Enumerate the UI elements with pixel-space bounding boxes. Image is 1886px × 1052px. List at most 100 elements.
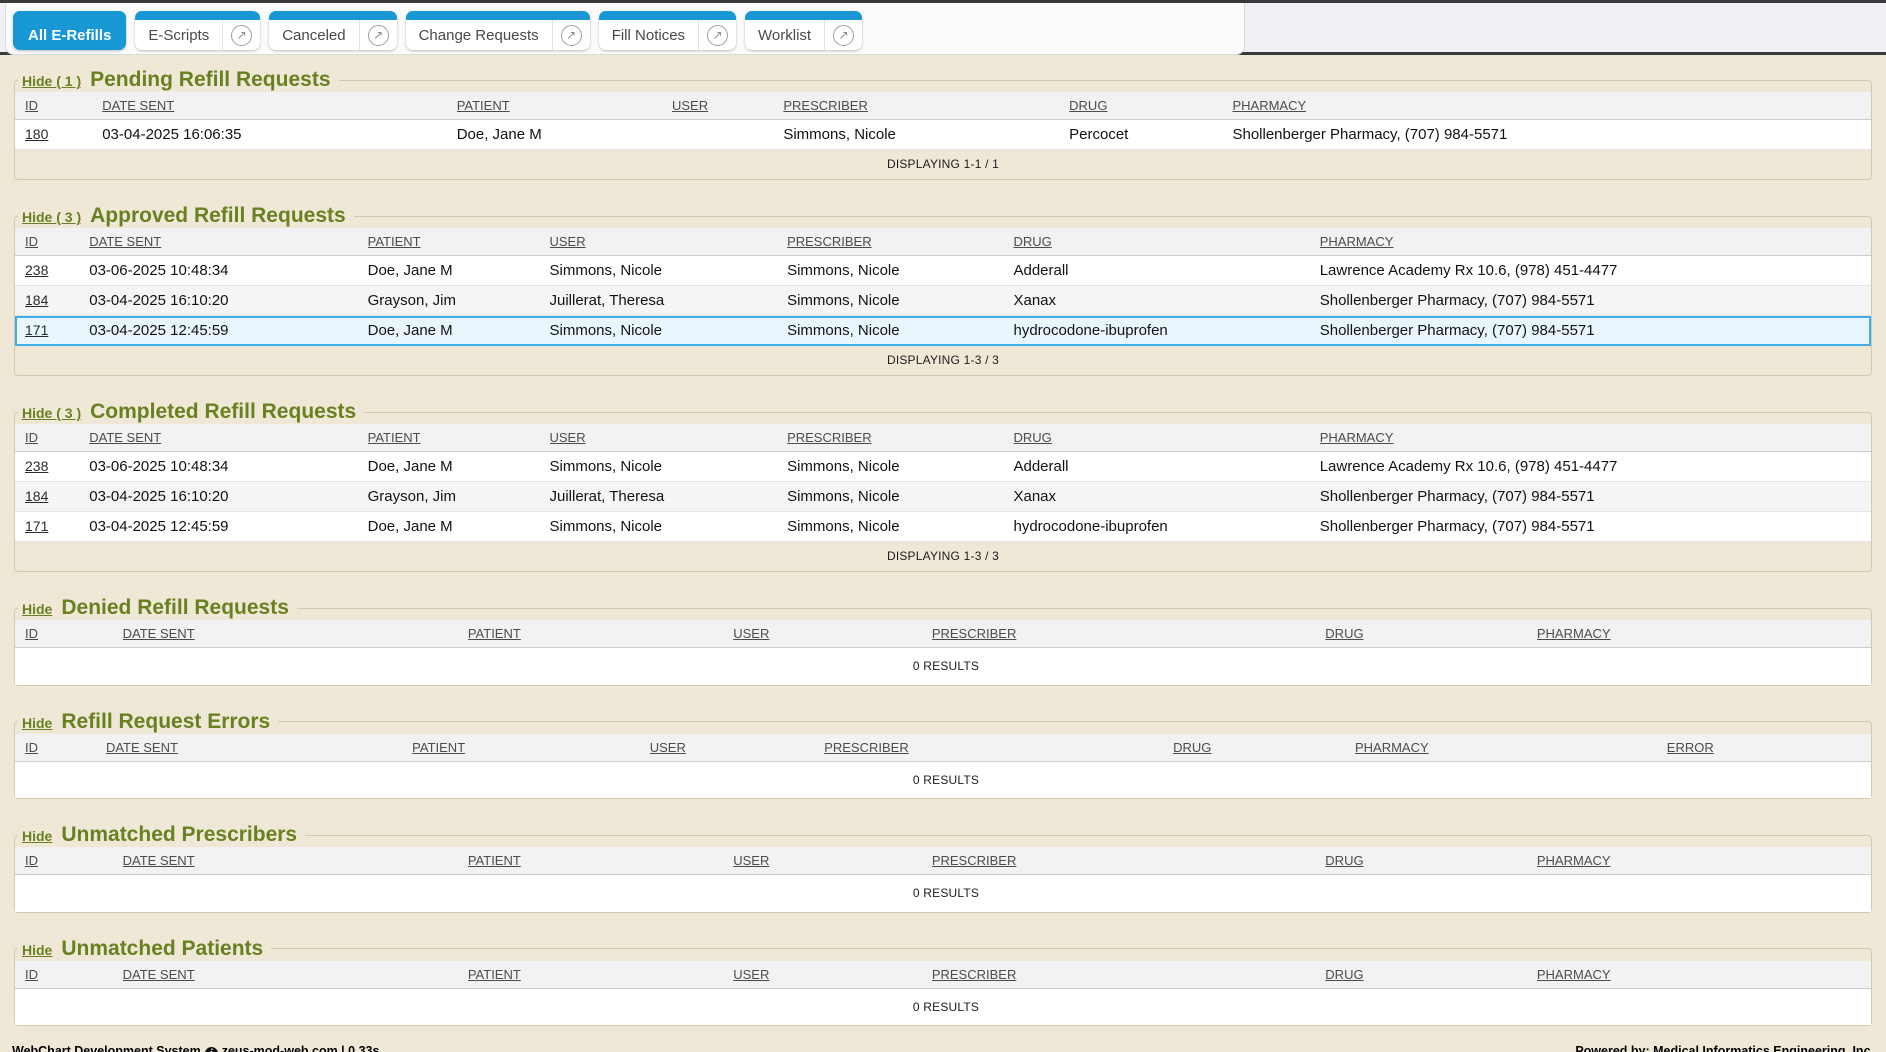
cell: Grayson, Jim bbox=[367, 285, 550, 316]
column-header-user[interactable]: USER bbox=[733, 960, 932, 989]
column-header-id[interactable]: ID bbox=[15, 847, 123, 875]
column-header-date-sent[interactable]: DATE SENT bbox=[89, 228, 368, 256]
column-header-drug[interactable]: DRUG bbox=[1325, 847, 1537, 875]
tab-worklist[interactable]: Worklist ↗ bbox=[745, 11, 863, 50]
cell: Shollenberger Pharmacy, (707) 984-5571 bbox=[1319, 481, 1871, 512]
id-cell: 180 bbox=[15, 119, 103, 150]
column-header-pharmacy[interactable]: PHARMACY bbox=[1354, 733, 1667, 762]
column-header-date-sent[interactable]: DATE SENT bbox=[102, 92, 457, 120]
row-id-link[interactable]: 238 bbox=[25, 262, 49, 278]
cell: Simmons, Nicole bbox=[787, 285, 1014, 316]
column-header-user[interactable]: USER bbox=[549, 228, 788, 256]
column-header-patient[interactable]: PATIENT bbox=[456, 92, 672, 120]
column-header-prescriber[interactable]: PRESCRIBER bbox=[931, 960, 1326, 989]
column-header-id[interactable]: ID bbox=[15, 92, 103, 120]
section-title: Unmatched Prescribers bbox=[61, 823, 298, 846]
hide-link[interactable]: Hide bbox=[22, 601, 53, 617]
table-row[interactable]: 238 03-06-2025 10:48:34 Doe, Jane M Simmons… bbox=[15, 255, 1871, 286]
column-header-user[interactable]: USER bbox=[733, 620, 932, 648]
section-legend: Hide ( 1 ) Pending Refill Requests bbox=[18, 68, 339, 92]
column-header-user[interactable]: USER bbox=[671, 92, 784, 120]
column-header-user[interactable]: USER bbox=[649, 733, 825, 762]
column-header-date-sent[interactable]: DATE SENT bbox=[122, 847, 468, 875]
column-header-user[interactable]: USER bbox=[549, 424, 788, 452]
column-header-patient[interactable]: PATIENT bbox=[367, 228, 550, 256]
section-unmatched-patients: Hide Unmatched Patients ID DATE SENT PATIENT… bbox=[14, 936, 1872, 1026]
section-legend: Hide Unmatched Prescribers bbox=[18, 823, 305, 847]
refill-request-errors-table: ID DATE SENT PATIENT USER PRESCRIBER DRUG PHAR… bbox=[15, 733, 1871, 798]
row-id-link[interactable]: 184 bbox=[25, 292, 49, 308]
external-link-icon[interactable]: ↗ bbox=[707, 24, 729, 46]
cell: Xanax bbox=[1013, 481, 1320, 512]
column-header-patient[interactable]: PATIENT bbox=[467, 620, 734, 648]
column-header-drug[interactable]: DRUG bbox=[1013, 424, 1320, 452]
tab-fill-notices[interactable]: Fill Notices ↗ bbox=[598, 11, 737, 50]
tab-bar: All E-Refills E-Scripts ↗ Canceled ↗ Change R… bbox=[0, 3, 1886, 55]
row-id-link[interactable]: 184 bbox=[25, 488, 49, 504]
column-header-patient[interactable]: PATIENT bbox=[412, 733, 650, 762]
tab-canceled[interactable]: Canceled ↗ bbox=[269, 11, 397, 50]
column-header-prescriber[interactable]: PRESCRIBER bbox=[787, 228, 1014, 256]
id-cell: 171 bbox=[15, 315, 90, 346]
hide-link[interactable]: Hide bbox=[22, 828, 53, 844]
column-header-id[interactable]: ID bbox=[15, 733, 106, 762]
row-id-link[interactable]: 238 bbox=[25, 458, 49, 474]
row-id-link[interactable]: 171 bbox=[25, 322, 49, 338]
table-row[interactable]: 171 03-04-2025 12:45:59 Doe, Jane M Simmons… bbox=[15, 315, 1871, 346]
column-header-pharmacy[interactable]: PHARMACY bbox=[1232, 92, 1871, 120]
table-row[interactable]: 171 03-04-2025 12:45:59 Doe, Jane M Simmons… bbox=[15, 511, 1871, 542]
table-row[interactable]: 180 03-04-2025 16:06:35 Doe, Jane M Simmons… bbox=[15, 119, 1871, 150]
column-header-prescriber[interactable]: PRESCRIBER bbox=[783, 92, 1070, 120]
column-header-pharmacy[interactable]: PHARMACY bbox=[1319, 424, 1871, 452]
cell: 03-04-2025 16:06:35 bbox=[102, 119, 457, 150]
column-header-drug[interactable]: DRUG bbox=[1013, 228, 1320, 256]
column-header-pharmacy[interactable]: PHARMACY bbox=[1319, 228, 1871, 256]
empty-results-row: 0 RESULTS bbox=[15, 988, 1871, 1025]
column-header-pharmacy[interactable]: PHARMACY bbox=[1536, 847, 1871, 875]
footer-powered-by: Powered by: Medical Informatics Engineer… bbox=[1575, 1044, 1874, 1052]
table-row[interactable]: 184 03-04-2025 16:10:20 Grayson, Jim Juille… bbox=[15, 481, 1871, 512]
external-link-icon[interactable]: ↗ bbox=[367, 24, 389, 46]
tab-all-e-refills[interactable]: All E-Refills bbox=[13, 11, 127, 50]
column-header-drug[interactable]: DRUG bbox=[1325, 960, 1537, 989]
row-id-link[interactable]: 171 bbox=[25, 518, 49, 534]
column-header-patient[interactable]: PATIENT bbox=[467, 847, 734, 875]
cell: Doe, Jane M bbox=[367, 451, 550, 482]
column-header-id[interactable]: ID bbox=[15, 228, 90, 256]
column-header-prescriber[interactable]: PRESCRIBER bbox=[931, 847, 1326, 875]
column-header-date-sent[interactable]: DATE SENT bbox=[105, 733, 413, 762]
tab-change-requests[interactable]: Change Requests ↗ bbox=[405, 11, 590, 50]
column-header-drug[interactable]: DRUG bbox=[1069, 92, 1233, 120]
column-header-user[interactable]: USER bbox=[733, 847, 932, 875]
column-header-prescriber[interactable]: PRESCRIBER bbox=[824, 733, 1174, 762]
table-row[interactable]: 238 03-06-2025 10:48:34 Doe, Jane M Simmons… bbox=[15, 451, 1871, 482]
cell: Juillerat, Theresa bbox=[549, 285, 788, 316]
table-row[interactable]: 184 03-04-2025 16:10:20 Grayson, Jim Juille… bbox=[15, 285, 1871, 316]
hide-link[interactable]: Hide bbox=[22, 714, 53, 731]
column-header-prescriber[interactable]: PRESCRIBER bbox=[931, 620, 1326, 648]
column-header-error[interactable]: ERROR bbox=[1666, 733, 1871, 762]
column-header-id[interactable]: ID bbox=[15, 960, 123, 989]
column-header-date-sent[interactable]: DATE SENT bbox=[122, 960, 468, 989]
hide-link[interactable]: Hide bbox=[22, 941, 53, 958]
hide-link[interactable]: Hide ( 3 ) bbox=[22, 405, 82, 421]
external-link-icon[interactable]: ↗ bbox=[833, 24, 855, 46]
hide-link[interactable]: Hide ( 1 ) bbox=[22, 73, 82, 89]
column-header-drug[interactable]: DRUG bbox=[1325, 620, 1537, 648]
external-link-icon[interactable]: ↗ bbox=[560, 24, 582, 46]
column-header-prescriber[interactable]: PRESCRIBER bbox=[787, 424, 1014, 452]
column-header-pharmacy[interactable]: PHARMACY bbox=[1536, 620, 1871, 648]
column-header-patient[interactable]: PATIENT bbox=[367, 424, 550, 452]
tab-e-scripts[interactable]: E-Scripts ↗ bbox=[135, 11, 261, 50]
cell: Doe, Jane M bbox=[456, 119, 672, 150]
hide-link[interactable]: Hide ( 3 ) bbox=[22, 209, 82, 225]
row-id-link[interactable]: 180 bbox=[25, 126, 49, 142]
column-header-id[interactable]: ID bbox=[15, 424, 90, 452]
column-header-date-sent[interactable]: DATE SENT bbox=[122, 620, 468, 648]
external-link-icon[interactable]: ↗ bbox=[231, 24, 253, 46]
column-header-date-sent[interactable]: DATE SENT bbox=[89, 424, 368, 452]
column-header-patient[interactable]: PATIENT bbox=[467, 960, 734, 989]
column-header-pharmacy[interactable]: PHARMACY bbox=[1536, 960, 1871, 989]
column-header-id[interactable]: ID bbox=[15, 620, 123, 648]
column-header-drug[interactable]: DRUG bbox=[1173, 733, 1355, 762]
